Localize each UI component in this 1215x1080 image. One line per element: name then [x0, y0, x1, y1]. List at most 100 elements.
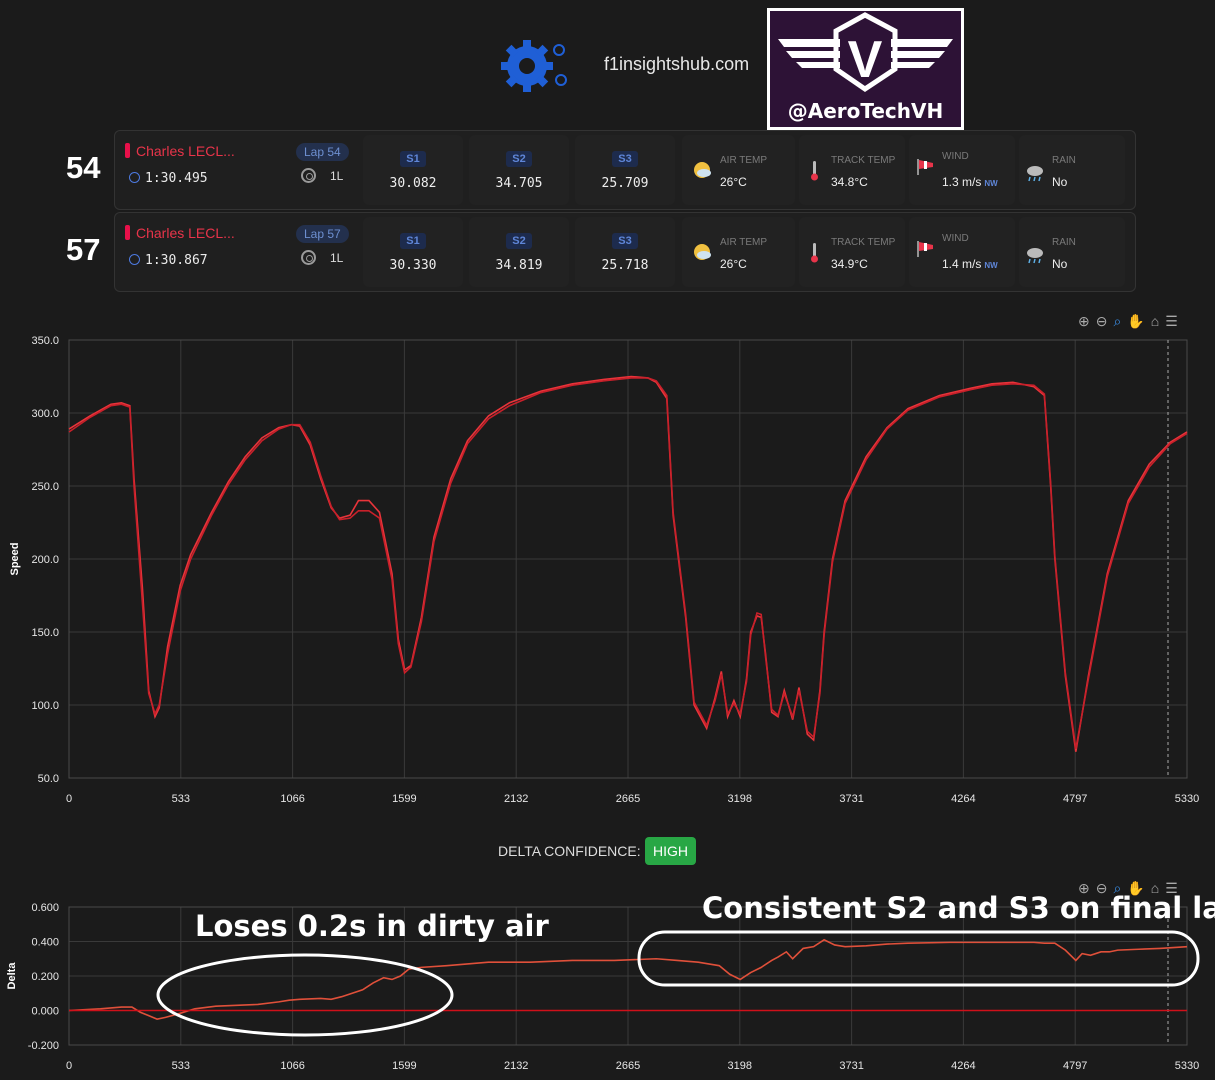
- y-tick-label: 150.0: [31, 627, 59, 639]
- menu-icon[interactable]: ☰: [1165, 313, 1178, 329]
- air-temp-value: 26°C: [720, 257, 747, 271]
- lap-number: 54: [66, 150, 101, 185]
- lap-card: Charles LECL... 1:30.495 Lap 54 1L S1 30.082 S…: [114, 130, 1136, 210]
- lap-number: 57: [66, 232, 101, 267]
- lap-time-value: 1:30.867: [145, 253, 208, 268]
- rain-label: RAIN: [1052, 155, 1076, 166]
- aerotech-brand-logo: V @AeroTechVH: [767, 8, 964, 130]
- wind-label: WIND: [942, 151, 969, 162]
- tyre-icon: [301, 168, 316, 183]
- track-temp-value: 34.9°C: [831, 257, 868, 271]
- zoom-in-icon[interactable]: ⊕: [1078, 880, 1090, 896]
- sector-3: S3 25.709: [575, 135, 675, 205]
- brand-letter: V: [848, 31, 883, 89]
- x-tick-label: 0: [66, 793, 72, 805]
- zoom-select-icon[interactable]: ⌕: [1113, 880, 1122, 896]
- y-tick-label: 0.400: [31, 937, 59, 949]
- menu-icon[interactable]: ☰: [1165, 880, 1178, 896]
- delta-chart-toolbar: ⊕ ⊖ ⌕ ✋ ⌂ ☰: [1078, 880, 1184, 897]
- y-tick-label: 0.600: [31, 902, 59, 914]
- sector-3: S3 25.718: [575, 217, 675, 287]
- reset-home-icon[interactable]: ⌂: [1150, 313, 1160, 329]
- thermometer-icon: [811, 243, 818, 263]
- lap-badge: Lap 54: [296, 143, 349, 161]
- x-tick-label: 2665: [616, 793, 640, 805]
- x-tick-label: 4264: [951, 793, 975, 805]
- annotation-ellipse-left: [156, 953, 454, 1037]
- lap-time: 1:30.867: [129, 253, 208, 268]
- annotation-ellipse-right: [637, 930, 1200, 987]
- pan-icon[interactable]: ✋: [1127, 313, 1145, 329]
- series-line-1: [68, 938, 1188, 1020]
- y-tick-label: 0.000: [31, 1006, 59, 1018]
- x-tick-label: 5330: [1175, 793, 1199, 805]
- clock-icon: [129, 254, 140, 265]
- wind-value: 1.4 m/s NW: [942, 257, 998, 271]
- air-temp-label: AIR TEMP: [720, 237, 768, 248]
- pan-icon[interactable]: ✋: [1127, 880, 1145, 896]
- y-tick-label: 350.0: [31, 335, 59, 347]
- track-temp: TRACK TEMP 34.9°C: [799, 217, 905, 287]
- sector-badge: S1: [400, 151, 426, 167]
- winged-v-icon: V: [778, 12, 953, 93]
- wind: WIND 1.4 m/s NW: [909, 217, 1015, 287]
- sector-2: S2 34.819: [469, 217, 569, 287]
- sun-cloud-icon: [694, 244, 711, 260]
- sector-time: 25.718: [601, 258, 649, 273]
- wind-direction: NW: [984, 261, 998, 270]
- air-temp-label: AIR TEMP: [720, 155, 768, 166]
- x-tick-label: 3731: [839, 1060, 863, 1072]
- y-axis-label: Delta: [6, 962, 18, 990]
- sector-1: S1 30.330: [363, 217, 463, 287]
- clock-icon: [129, 172, 140, 183]
- x-tick-label: 0: [66, 1060, 72, 1072]
- speed-chart: 0 533 1066 1599 2132 2665 3198 3731 4264 4797 5330…: [9, 335, 1199, 805]
- wind: WIND 1.3 m/s NW: [909, 135, 1015, 205]
- wind-label: WIND: [942, 233, 969, 244]
- wind-speed: 1.4 m/s: [942, 257, 982, 271]
- site-url[interactable]: f1insightshub.com: [604, 54, 750, 74]
- rain-label: RAIN: [1052, 237, 1076, 248]
- rain-cloud-icon: [1027, 166, 1043, 182]
- x-tick-label: 4264: [951, 1060, 975, 1072]
- zoom-out-icon[interactable]: ⊖: [1095, 880, 1108, 896]
- windsock-icon: [917, 241, 933, 257]
- sector-badge: S2: [506, 151, 532, 167]
- x-tick-label: 3198: [728, 1060, 752, 1072]
- x-tick-label: 2132: [504, 1060, 528, 1072]
- zoom-in-icon[interactable]: ⊕: [1078, 313, 1090, 329]
- zoom-select-icon[interactable]: ⌕: [1113, 313, 1122, 329]
- track-temp: TRACK TEMP 34.8°C: [799, 135, 905, 205]
- sector-badge: S3: [612, 151, 638, 167]
- track-temp-label: TRACK TEMP: [831, 237, 896, 248]
- reset-home-icon[interactable]: ⌂: [1150, 880, 1160, 896]
- y-axis-label: Speed: [9, 542, 21, 575]
- rain-value: No: [1052, 257, 1068, 271]
- zoom-out-icon[interactable]: ⊖: [1095, 313, 1108, 329]
- tyre-icon: [301, 250, 316, 265]
- x-tick-label: 2665: [616, 1060, 640, 1072]
- tyre-label: 1L: [330, 169, 344, 183]
- series-line-1: [68, 375, 1188, 752]
- sector-time: 34.705: [495, 176, 543, 191]
- rain-value: No: [1052, 175, 1068, 189]
- y-tick-label: 300.0: [31, 408, 59, 420]
- brand-handle: @AeroTechVH: [787, 99, 944, 123]
- x-tick-label: 3731: [839, 793, 863, 805]
- plot-frame: [68, 339, 1188, 779]
- sun-cloud-icon: [694, 162, 711, 178]
- sector-2: S2 34.705: [469, 135, 569, 205]
- sector-badge: S1: [400, 233, 426, 249]
- tyre-label: 1L: [330, 251, 344, 265]
- x-tick-label: 1066: [280, 793, 304, 805]
- x-tick-label: 1599: [392, 793, 416, 805]
- sector-time: 30.330: [389, 258, 437, 273]
- y-tick-label: 100.0: [31, 700, 59, 712]
- sector-badge: S3: [612, 233, 638, 249]
- x-tick-label: 5330: [1175, 1060, 1199, 1072]
- annotation-dirty-air: Loses 0.2s in dirty air: [195, 909, 549, 943]
- y-tick-label: 50.0: [38, 773, 59, 785]
- x-tick-label: 533: [172, 793, 190, 805]
- x-tick-label: 1066: [280, 1060, 304, 1072]
- air-temp-value: 26°C: [720, 175, 747, 189]
